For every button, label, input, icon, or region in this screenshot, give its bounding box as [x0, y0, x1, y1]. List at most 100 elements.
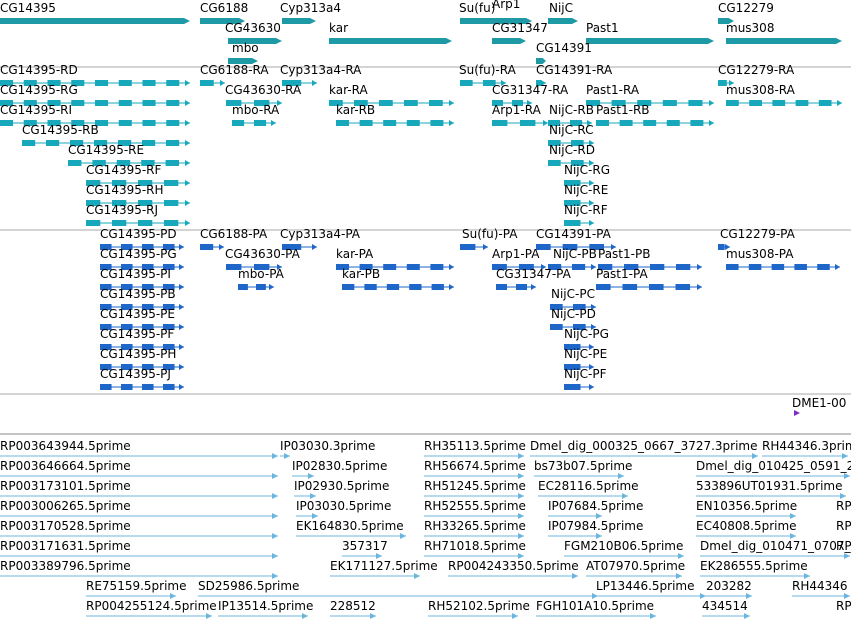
mrna-feature[interactable]: Cyp313a4-RA: [280, 63, 362, 86]
mrna-feature[interactable]: kar-RA: [329, 83, 454, 106]
gene-feature[interactable]: kar: [329, 21, 452, 44]
mrna-feature[interactable]: CG14395-RI: [0, 103, 190, 126]
est-feature[interactable]: EK164830.5prime: [296, 519, 406, 539]
cds-feature[interactable]: NijC-PB: [548, 247, 597, 270]
mrna-feature[interactable]: NijC-RE: [564, 183, 608, 206]
gene-feature[interactable]: mbo: [228, 41, 259, 64]
est-feature[interactable]: RH52555.5prime: [424, 499, 526, 519]
gene-feature[interactable]: Su(fu): [459, 1, 532, 24]
cds-feature[interactable]: NijC-PC: [550, 287, 596, 310]
est-feature[interactable]: RP004255124.5prime: [86, 599, 217, 619]
mrna-feature[interactable]: Su(fu)-RA: [459, 63, 517, 86]
cds-feature[interactable]: NijC-PD: [550, 307, 596, 330]
est-feature[interactable]: EK286555.5prime: [700, 559, 810, 579]
est-feature[interactable]: EK171127.5prime: [330, 559, 438, 579]
est-feature[interactable]: RP003171631.5prime: [0, 539, 278, 559]
est-edge-feature[interactable]: RP: [836, 539, 851, 553]
est-feature[interactable]: IP13514.5prime: [218, 599, 313, 619]
mrna-feature[interactable]: CG14395-RF: [86, 163, 190, 186]
est-feature[interactable]: RP003643944.5prime: [0, 439, 278, 459]
est-feature[interactable]: FGM210B06.5prime: [564, 539, 684, 559]
mrna-feature[interactable]: NijC-RC: [548, 123, 594, 146]
est-feature[interactable]: RP003170528.5prime: [0, 519, 278, 539]
est-feature[interactable]: IP02830.5prime: [292, 459, 387, 479]
est-edge-feature[interactable]: RP: [836, 499, 851, 513]
cds-feature[interactable]: CG14395-PB: [100, 287, 184, 310]
mrna-feature[interactable]: CG12279-RA: [718, 63, 795, 86]
cds-feature[interactable]: CG14395-PE: [100, 307, 184, 330]
mrna-feature[interactable]: CG14395-RJ: [86, 203, 190, 226]
est-feature[interactable]: RP004243350.5prime: [448, 559, 579, 579]
mrna-feature[interactable]: CG31347-RA: [492, 83, 569, 106]
mrna-feature[interactable]: NijC-RD: [548, 143, 595, 166]
est-feature[interactable]: IP03030.3prime: [280, 439, 375, 459]
mrna-feature[interactable]: CG14395-RG: [0, 83, 190, 106]
gene-feature[interactable]: Arp1: [492, 0, 520, 11]
mrna-feature[interactable]: CG14395-RE: [68, 143, 190, 166]
est-feature[interactable]: LP13446.5prime: [596, 579, 706, 599]
est-feature[interactable]: RP003173101.5prime: [0, 479, 278, 499]
cds-feature[interactable]: CG14391-PA: [536, 227, 616, 250]
est-feature[interactable]: Dmel_dig_010425_0591_2: [696, 459, 851, 479]
est-feature[interactable]: Dmel_dig_010471_0707_: [700, 539, 851, 559]
cds-feature[interactable]: Su(fu)-PA: [460, 227, 518, 250]
est-feature[interactable]: RH44346: [792, 579, 850, 599]
cds-feature[interactable]: kar-PB: [342, 267, 454, 290]
cds-feature[interactable]: CG12279-PA: [718, 227, 796, 250]
est-feature[interactable]: RP003646664.5prime: [0, 459, 278, 479]
mrna-feature[interactable]: kar-RB: [336, 103, 454, 126]
est-edge-feature[interactable]: RP: [836, 599, 851, 613]
est-feature[interactable]: EC28116.5prime: [538, 479, 639, 499]
est-feature[interactable]: IP03030.5prime: [296, 499, 391, 519]
est-feature[interactable]: FGH101A10.5prime: [536, 599, 656, 619]
cds-feature[interactable]: CG14395-PG: [100, 247, 184, 270]
mrna-feature[interactable]: Past1-RA: [586, 83, 714, 106]
cds-feature[interactable]: Arp1-PA: [492, 247, 546, 270]
cds-feature[interactable]: CG31347-PA: [496, 267, 572, 290]
cds-feature[interactable]: mus308-PA: [726, 247, 840, 270]
est-feature[interactable]: 434514: [702, 599, 750, 619]
est-feature[interactable]: IP02930.5prime: [294, 479, 389, 499]
est-feature[interactable]: SD25986.5prime: [198, 579, 598, 599]
est-feature[interactable]: EN10356.5prime: [696, 499, 797, 519]
est-feature[interactable]: RH33265.5prime: [424, 519, 526, 539]
est-feature[interactable]: AT07970.5prime: [586, 559, 685, 579]
est-feature[interactable]: RH35113.5prime: [424, 439, 526, 459]
cds-feature[interactable]: Past1-PA: [596, 267, 702, 290]
cds-feature[interactable]: CG6188-PA: [200, 227, 268, 250]
mrna-feature[interactable]: CG14391-RA: [536, 63, 613, 86]
est-edge-feature[interactable]: RP: [836, 519, 851, 533]
gene-feature[interactable]: Cyp313a4: [280, 1, 341, 24]
est-feature[interactable]: RP003006265.5prime: [0, 499, 278, 519]
est-feature[interactable]: Dmel_dig_000325_0667_3727.3prime: [530, 439, 758, 459]
gene-feature[interactable]: mus308: [726, 21, 842, 44]
mrna-feature[interactable]: mus308-RA: [726, 83, 842, 106]
cds-feature[interactable]: mbo-PA: [238, 267, 285, 290]
est-feature[interactable]: EC40808.5prime: [696, 519, 797, 539]
mrna-feature[interactable]: CG14395-RH: [86, 183, 190, 206]
est-feature[interactable]: IP07684.5prime: [548, 499, 643, 519]
gene-feature[interactable]: NijC: [548, 1, 578, 24]
marker-feature[interactable]: DME1-00: [792, 396, 846, 416]
gene-feature[interactable]: Past1: [586, 21, 714, 44]
cds-feature[interactable]: CG14395-PD: [100, 227, 184, 250]
cds-feature[interactable]: CG14395-PF: [100, 327, 184, 350]
mrna-feature[interactable]: CG43630-RA: [225, 83, 302, 106]
gene-feature[interactable]: CG43630: [225, 21, 282, 44]
mrna-feature[interactable]: Arp1-RA: [492, 103, 548, 126]
mrna-feature[interactable]: NijC-RG: [564, 163, 610, 186]
gene-feature[interactable]: CG31347: [492, 21, 548, 44]
mrna-feature[interactable]: Past1-RB: [596, 103, 714, 126]
cds-feature[interactable]: CG14395-PI: [100, 267, 184, 290]
est-feature[interactable]: 533896UT01931.5prime: [696, 479, 846, 499]
cds-feature[interactable]: CG14395-PH: [100, 347, 184, 370]
est-feature[interactable]: IP07984.5prime: [548, 519, 643, 539]
est-feature[interactable]: RP003389796.5prime: [0, 559, 278, 579]
gene-feature[interactable]: CG14391: [536, 41, 592, 64]
mrna-feature[interactable]: mbo-RA: [232, 103, 280, 126]
est-feature[interactable]: RH51245.5prime: [424, 479, 526, 499]
est-feature[interactable]: 357317: [342, 539, 388, 559]
cds-feature[interactable]: NijC-PG: [564, 327, 609, 350]
cds-feature[interactable]: NijC-PF: [564, 367, 607, 390]
est-feature[interactable]: bs73b07.5prime: [534, 459, 632, 479]
